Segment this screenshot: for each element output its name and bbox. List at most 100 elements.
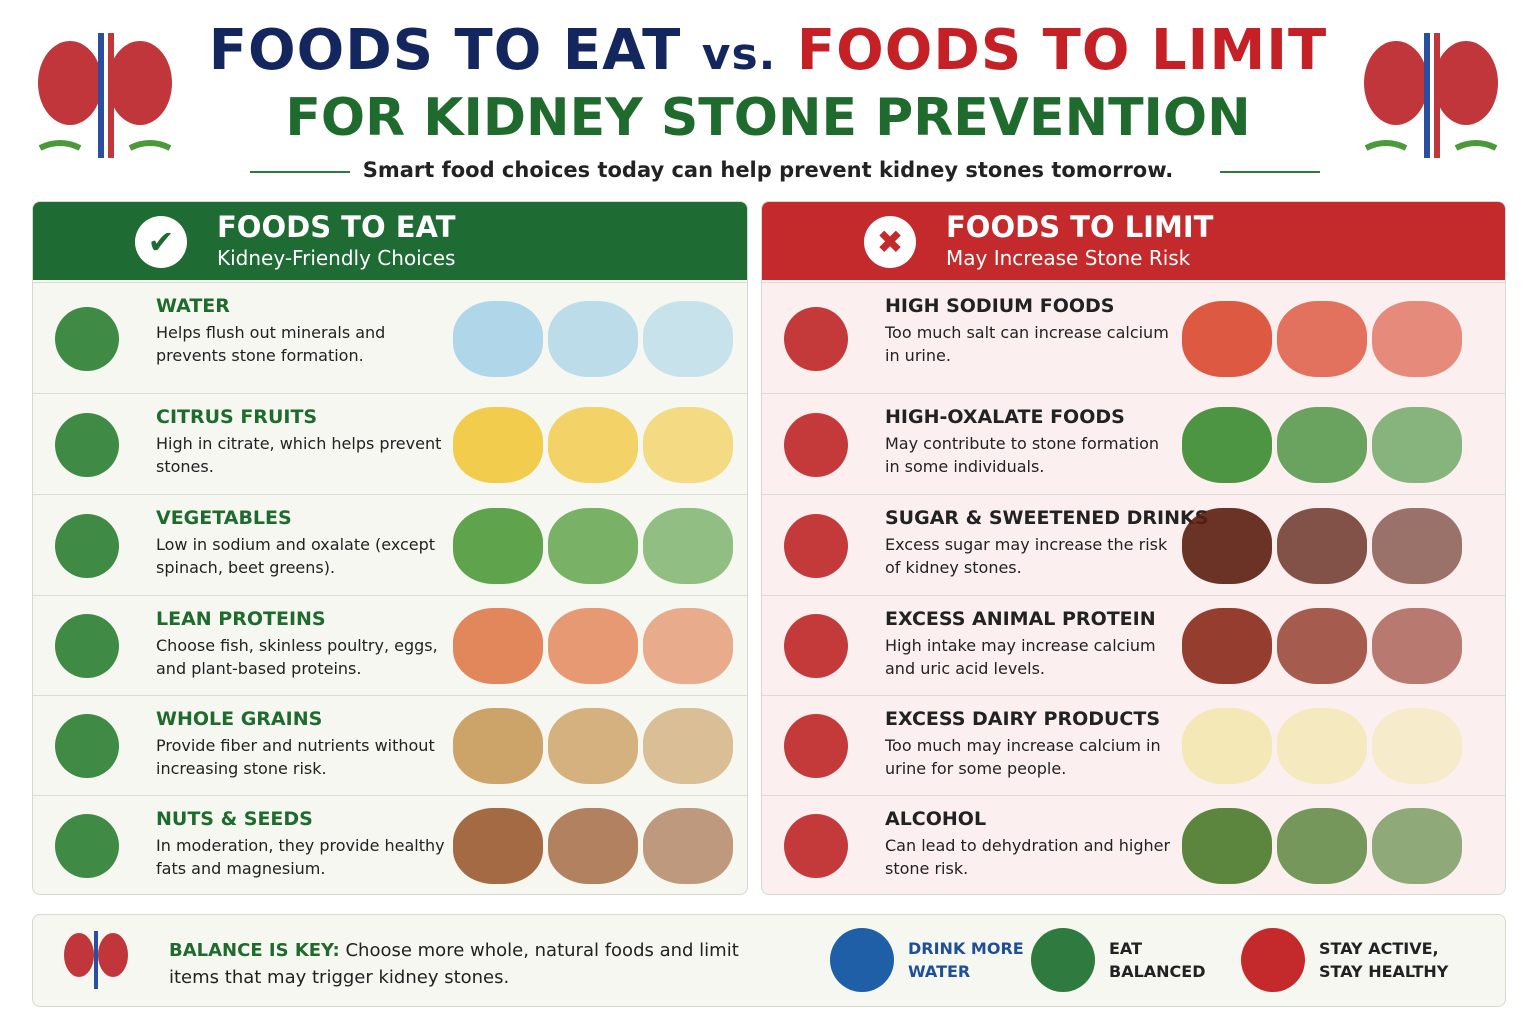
item-icon: [784, 714, 848, 778]
item-description: Provide fiber and nutrients without incr…: [156, 736, 435, 778]
item-name: CITRUS FRUITS: [156, 406, 318, 428]
panel-title: FOODS TO EAT: [217, 210, 456, 244]
food-image: [643, 708, 733, 784]
header-icon: ✔: [135, 216, 187, 268]
rule: [250, 171, 350, 173]
food-image: [643, 507, 733, 584]
limit-panel: ✖ FOODS TO LIMIT May Increase Stone Risk HI…: [761, 201, 1506, 895]
food-image: [1372, 708, 1462, 784]
food-image: [548, 406, 638, 483]
item-row: SUGAR & SWEETENED DRINKS Excess sugar may…: [762, 494, 1505, 596]
item-description: May contribute to stone formation in som…: [885, 434, 1160, 476]
title-eat: FOODS TO EAT: [208, 18, 682, 83]
food-image: [1372, 507, 1462, 584]
item-description: Can lead to dehydration and higher stone…: [885, 836, 1171, 878]
item-name: SUGAR & SWEETENED DRINKS: [885, 507, 1209, 529]
footer: BALANCE IS KEY: Choose more whole, natur…: [32, 914, 1506, 1007]
item-name: LEAN PROTEINS: [156, 608, 326, 630]
food-image: [643, 406, 733, 483]
food-image: [453, 807, 543, 884]
food-image: [1372, 406, 1462, 483]
food-image: [1182, 807, 1272, 884]
food-image: [1182, 300, 1272, 377]
food-image: [1372, 807, 1462, 884]
food-image: [643, 807, 733, 884]
item-icon: [784, 813, 848, 878]
panel-title: FOODS TO LIMIT: [946, 210, 1214, 244]
food-image: [548, 708, 638, 784]
panel-header: ✔ FOODS TO EAT Kidney-Friendly Choices: [33, 202, 747, 280]
food-image: [1182, 608, 1272, 684]
item-row: WHOLE GRAINS Provide fiber and nutrients …: [33, 695, 747, 796]
item-icon: [55, 614, 119, 678]
item-name: HIGH-OXALATE FOODS: [885, 406, 1125, 428]
title-limit: FOODS TO LIMIT: [796, 18, 1328, 83]
food-image: [1277, 507, 1367, 584]
food-image: [643, 608, 733, 684]
item-row: WATER Helps flush out minerals and preven…: [33, 282, 747, 394]
item-name: NUTS & SEEDS: [156, 808, 313, 830]
food-image: [453, 708, 543, 784]
item-icon: [784, 614, 848, 678]
item-row: ALCOHOL Can lead to dehydration and highe…: [762, 795, 1505, 894]
item-row: HIGH-OXALATE FOODS May contribute to ston…: [762, 393, 1505, 495]
item-row: NUTS & SEEDS In moderation, they provide …: [33, 795, 747, 894]
subtitle: Smart food choices today can help preven…: [362, 158, 1174, 182]
badge-text: DRINK MORE WATER: [908, 939, 1024, 981]
item-name: VEGETABLES: [156, 507, 292, 529]
item-description: In moderation, they provide healthy fats…: [156, 836, 445, 878]
item-row: HIGH SODIUM FOODS Too much salt can incre…: [762, 282, 1505, 394]
item-description: High intake may increase calcium and uri…: [885, 636, 1156, 678]
food-image: [548, 507, 638, 584]
food-image: [453, 608, 543, 684]
food-image: [1277, 708, 1367, 784]
food-image: [1277, 608, 1367, 684]
item-icon: [784, 412, 848, 477]
item-icon: [55, 306, 119, 371]
item-name: HIGH SODIUM FOODS: [885, 295, 1115, 317]
food-image: [548, 300, 638, 377]
rule: [1220, 171, 1320, 173]
food-image: [1182, 708, 1272, 784]
food-image: [453, 406, 543, 483]
item-icon: [55, 714, 119, 778]
food-image: [1372, 608, 1462, 684]
item-name: EXCESS ANIMAL PROTEIN: [885, 608, 1156, 630]
kidney-icon: [38, 33, 172, 158]
badge-text: STAY ACTIVE, STAY HEALTHY: [1319, 939, 1449, 981]
item-row: CITRUS FRUITS High in citrate, which help…: [33, 393, 747, 495]
footer-label: BALANCE IS KEY:: [169, 940, 340, 961]
badge-text: EAT BALANCED: [1109, 939, 1206, 981]
food-image: [548, 807, 638, 884]
badge-icon: [1031, 928, 1095, 992]
item-name: WHOLE GRAINS: [156, 708, 323, 730]
item-description: High in citrate, which helps prevent sto…: [156, 434, 442, 476]
eat-panel: ✔ FOODS TO EAT Kidney-Friendly Choices WATE…: [32, 201, 748, 895]
food-image: [453, 507, 543, 584]
item-row: LEAN PROTEINS Choose fish, skinless poult…: [33, 595, 747, 696]
kidney-icon: [1364, 33, 1498, 158]
item-row: EXCESS ANIMAL PROTEIN High intake may inc…: [762, 595, 1505, 696]
item-name: EXCESS DAIRY PRODUCTS: [885, 708, 1161, 730]
item-name: ALCOHOL: [885, 808, 987, 830]
title-vs: vs.: [701, 29, 777, 80]
badge-icon: [830, 928, 894, 992]
item-description: Choose fish, skinless poultry, eggs, and…: [156, 636, 438, 678]
food-image: [453, 300, 543, 377]
item-row: VEGETABLES Low in sodium and oxalate (exc…: [33, 494, 747, 596]
footer-text: BALANCE IS KEY: Choose more whole, natur…: [169, 937, 789, 991]
food-image: [643, 300, 733, 377]
food-image: [1277, 807, 1367, 884]
panel-header: ✖ FOODS TO LIMIT May Increase Stone Risk: [762, 202, 1505, 280]
item-name: WATER: [156, 295, 230, 317]
item-row: EXCESS DAIRY PRODUCTS Too much may increa…: [762, 695, 1505, 796]
footer-body: Choose more whole, natural foods and lim…: [169, 940, 739, 988]
food-image: [1277, 406, 1367, 483]
panel-subtitle: Kidney-Friendly Choices: [217, 246, 456, 270]
food-image: [1182, 507, 1272, 584]
title-line1: FOODS TO EAT vs. FOODS TO LIMIT: [0, 18, 1536, 83]
item-description: Low in sodium and oxalate (except spinac…: [156, 535, 436, 577]
item-description: Too much may increase calcium in urine f…: [885, 736, 1161, 778]
item-icon: [55, 813, 119, 878]
item-description: Helps flush out minerals and prevents st…: [156, 323, 386, 365]
